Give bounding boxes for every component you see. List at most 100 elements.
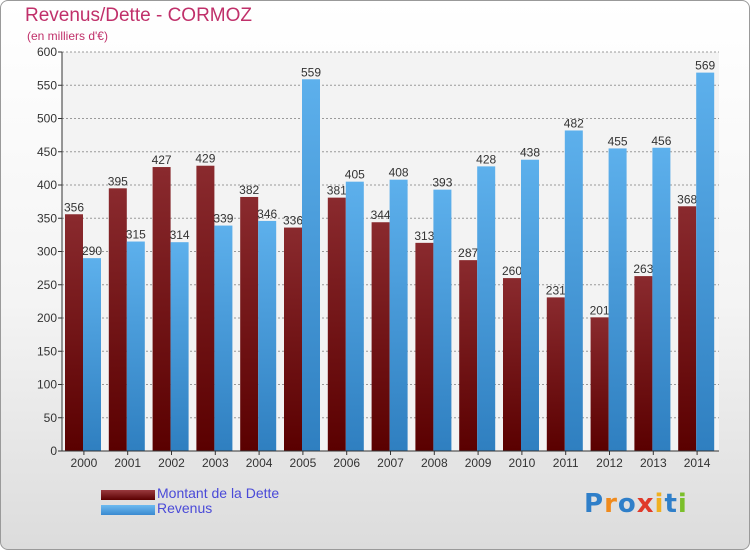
y-tick-label: 350 — [37, 211, 57, 225]
logo-letter: i — [677, 489, 688, 519]
y-tick-label: 500 — [37, 112, 57, 126]
logo-letter: r — [604, 489, 618, 519]
x-tick-label: 2008 — [421, 456, 448, 470]
bar-revenus — [652, 147, 671, 451]
x-tick-label: 2002 — [158, 456, 185, 470]
bar-revenus — [214, 225, 233, 451]
bar-revenus — [126, 241, 145, 451]
x-tick-label: 2000 — [71, 456, 98, 470]
y-tick-label: 550 — [37, 78, 57, 92]
x-tick-label: 2010 — [509, 456, 536, 470]
bar-dette — [240, 196, 259, 451]
bar-dette — [590, 317, 609, 451]
x-tick-label: 2011 — [553, 456, 579, 470]
x-tick-label: 2013 — [640, 456, 667, 470]
bar-revenus — [433, 189, 452, 451]
bar-dette — [284, 227, 302, 451]
x-tick-label: 2007 — [377, 456, 404, 470]
data-label: 290 — [82, 244, 102, 258]
data-label: 315 — [126, 228, 146, 242]
data-label: 313 — [414, 229, 434, 243]
logo-letter: i — [654, 489, 665, 519]
logo-letter: P — [584, 489, 605, 519]
x-tick-label: 2005 — [290, 456, 317, 470]
data-label: 260 — [502, 264, 522, 278]
data-label: 201 — [590, 303, 610, 317]
data-label: 344 — [371, 208, 391, 222]
logo-letter: x — [636, 489, 655, 519]
x-tick-label: 2003 — [202, 456, 229, 470]
data-label: 263 — [633, 262, 653, 276]
data-label: 393 — [432, 176, 452, 190]
bar-revenus — [389, 179, 408, 451]
data-label: 569 — [695, 59, 715, 73]
bar-revenus — [170, 242, 189, 451]
data-label: 395 — [108, 174, 128, 188]
legend-swatch-dette — [101, 490, 155, 500]
data-label: 231 — [546, 283, 566, 297]
bar-dette — [65, 214, 83, 451]
bar-revenus — [345, 181, 364, 452]
data-label: 438 — [520, 146, 540, 160]
y-tick-label: 300 — [37, 245, 57, 259]
data-label: 336 — [283, 214, 303, 228]
chart-title: Revenus/Dette - CORMOZ — [25, 5, 252, 26]
data-label: 287 — [458, 246, 478, 260]
bar-dette — [196, 165, 215, 451]
data-label: 455 — [608, 134, 628, 148]
y-tick-label: 250 — [37, 278, 57, 292]
data-label: 408 — [389, 166, 409, 180]
chart-subtitle: (en milliers d'€) — [27, 29, 108, 43]
bar-dette — [108, 188, 127, 451]
bar-revenus — [477, 166, 496, 451]
data-label: 482 — [564, 116, 584, 130]
bar-dette — [152, 167, 171, 452]
bar-dette — [546, 297, 565, 451]
legend-swatch-revenus — [101, 505, 155, 515]
data-label: 314 — [170, 228, 190, 242]
y-tick-label: 100 — [37, 378, 57, 392]
bar-revenus — [521, 159, 539, 452]
x-tick-label: 2012 — [596, 456, 623, 470]
bar-revenus — [302, 79, 320, 451]
x-tick-label: 2006 — [333, 456, 360, 470]
bar-revenus — [696, 72, 715, 452]
logo-letter: o — [617, 489, 637, 519]
bar-dette — [371, 222, 390, 451]
y-tick-label: 200 — [37, 311, 57, 325]
legend-label-revenus: Revenus — [157, 500, 213, 516]
bar-revenus — [608, 148, 627, 452]
data-label: 405 — [345, 168, 365, 182]
y-tick-label: 450 — [37, 145, 57, 159]
data-label: 559 — [301, 65, 321, 79]
data-label: 339 — [213, 212, 233, 226]
y-tick-label: 0 — [50, 444, 57, 458]
data-label: 381 — [327, 184, 347, 198]
bar-dette — [678, 206, 697, 451]
y-tick-label: 150 — [37, 344, 57, 358]
x-tick-label: 2014 — [684, 456, 711, 470]
y-tick-label: 600 — [37, 45, 57, 59]
bar-revenus — [258, 220, 277, 451]
bar-dette — [459, 260, 478, 451]
data-label: 346 — [257, 207, 277, 221]
data-label: 382 — [239, 183, 259, 197]
data-label: 427 — [152, 153, 172, 167]
x-tick-label: 2001 — [114, 456, 141, 470]
logo-letter: t — [664, 489, 678, 519]
bar-dette — [634, 276, 653, 451]
legend-label-dette: Montant de la Dette — [157, 485, 280, 501]
data-label: 456 — [651, 134, 671, 148]
bar-dette — [503, 278, 521, 451]
bar-revenus — [564, 130, 583, 451]
data-label: 428 — [476, 152, 496, 166]
x-tick-label: 2004 — [246, 456, 273, 470]
y-tick-label: 50 — [44, 411, 58, 425]
bar-revenus — [83, 258, 101, 451]
y-tick-label: 400 — [37, 178, 57, 192]
proxiti-logo: Proxiti — [584, 489, 688, 519]
data-label: 368 — [677, 192, 697, 206]
bar-dette — [415, 242, 434, 451]
